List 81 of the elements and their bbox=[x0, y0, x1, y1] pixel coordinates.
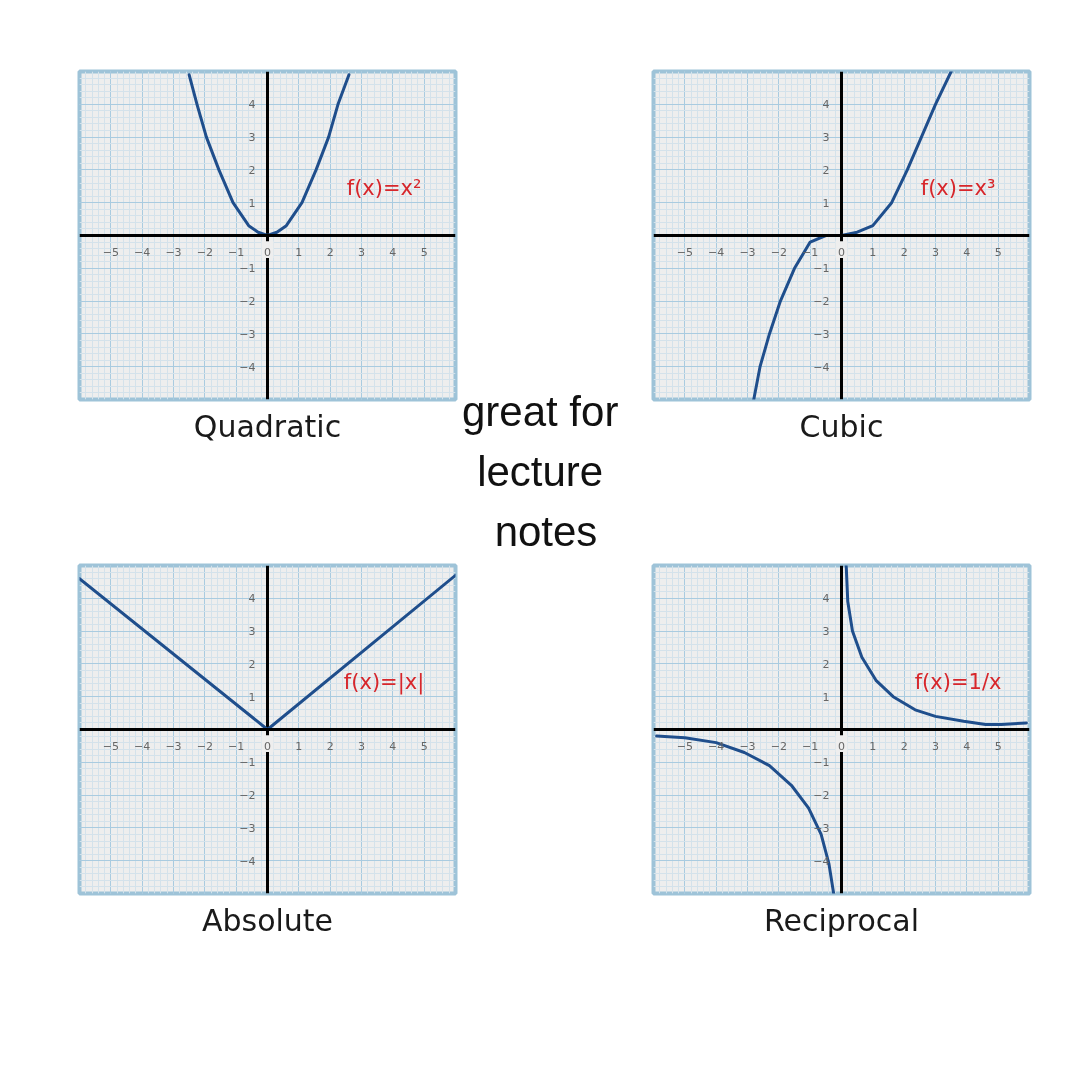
y-tick-label: 4 bbox=[248, 592, 256, 606]
y-tick-label: 3 bbox=[822, 625, 830, 639]
x-tick-label: 5 bbox=[994, 245, 1002, 259]
x-tick-label: 2 bbox=[326, 739, 334, 753]
y-tick-label: 1 bbox=[248, 690, 256, 704]
x-tick-label: 5 bbox=[994, 739, 1002, 753]
x-tick-label: −1 bbox=[228, 739, 245, 753]
y-tick-label: 2 bbox=[822, 657, 830, 671]
text: Cubic bbox=[799, 408, 884, 444]
x-tick-label: 0 bbox=[264, 739, 271, 753]
annotation: f(x)=|x| bbox=[343, 669, 425, 695]
x-tick-label: −3 bbox=[165, 739, 182, 753]
y-tick-label: −2 bbox=[813, 295, 830, 309]
text: Quadratic bbox=[193, 408, 342, 444]
x-tick-label: −2 bbox=[770, 739, 787, 753]
y-tick-label: 2 bbox=[822, 163, 830, 177]
y-tick-label: −1 bbox=[239, 756, 256, 770]
x-tick-label: −4 bbox=[708, 245, 725, 259]
x-tick-label: −3 bbox=[739, 245, 756, 259]
x-tick-label: −4 bbox=[134, 739, 151, 753]
x-tick-label: 4 bbox=[389, 739, 397, 753]
y-tick-label: −4 bbox=[813, 360, 830, 374]
y-tick-label: 2 bbox=[248, 163, 256, 177]
x-tick-label: 1 bbox=[295, 245, 303, 259]
x-tick-label: −2 bbox=[196, 245, 213, 259]
x-tick-label: 0 bbox=[838, 739, 845, 753]
y-tick-label: 1 bbox=[248, 196, 256, 210]
x-tick-label: 5 bbox=[420, 245, 428, 259]
x-tick-label: 3 bbox=[932, 245, 939, 259]
y-tick-label: −3 bbox=[239, 821, 256, 835]
y-tick-label: −2 bbox=[239, 789, 256, 803]
x-tick-label: −1 bbox=[228, 245, 245, 259]
y-tick-label: −2 bbox=[813, 789, 830, 803]
annotation: f(x)=x² bbox=[346, 175, 422, 200]
x-tick-label: 3 bbox=[358, 245, 365, 259]
y-tick-label: −4 bbox=[239, 854, 256, 868]
x-tick-label: 0 bbox=[838, 245, 845, 259]
text: Reciprocal bbox=[763, 902, 920, 938]
y-tick-label: 2 bbox=[248, 657, 256, 671]
y-tick-label: 1 bbox=[822, 690, 830, 704]
x-tick-label: −5 bbox=[676, 245, 693, 259]
x-tick-label: 2 bbox=[900, 739, 908, 753]
x-tick-label: −4 bbox=[134, 245, 151, 259]
y-tick-label: 4 bbox=[248, 98, 256, 112]
x-tick-label: 4 bbox=[963, 245, 971, 259]
y-tick-label: −2 bbox=[239, 295, 256, 309]
x-tick-label: −1 bbox=[802, 739, 819, 753]
annotation: f(x)=1/x bbox=[914, 669, 1002, 694]
x-tick-label: −5 bbox=[102, 245, 119, 259]
x-tick-label: 1 bbox=[869, 245, 877, 259]
x-tick-label: −2 bbox=[196, 739, 213, 753]
x-tick-label: 3 bbox=[358, 739, 365, 753]
y-tick-label: −4 bbox=[239, 360, 256, 374]
y-tick-label: 3 bbox=[248, 625, 256, 639]
y-tick-label: 4 bbox=[822, 592, 830, 606]
x-tick-label: 2 bbox=[900, 245, 908, 259]
x-tick-label: −3 bbox=[739, 739, 756, 753]
x-tick-label: −5 bbox=[676, 739, 693, 753]
y-tick-label: −1 bbox=[813, 756, 830, 770]
x-tick-label: 3 bbox=[932, 739, 939, 753]
x-tick-label: 2 bbox=[326, 245, 334, 259]
x-tick-label: 5 bbox=[420, 739, 428, 753]
x-tick-label: 1 bbox=[295, 739, 303, 753]
y-tick-label: 3 bbox=[248, 131, 256, 145]
x-tick-label: −5 bbox=[102, 739, 119, 753]
x-tick-label: 4 bbox=[963, 739, 971, 753]
y-tick-label: −3 bbox=[239, 327, 256, 341]
x-tick-label: −3 bbox=[165, 245, 182, 259]
y-tick-label: −3 bbox=[813, 327, 830, 341]
y-tick-label: 4 bbox=[822, 98, 830, 112]
text: great for lecture notes bbox=[461, 387, 619, 555]
x-tick-label: −2 bbox=[770, 245, 787, 259]
x-tick-label: 1 bbox=[869, 739, 877, 753]
y-tick-label: 3 bbox=[822, 131, 830, 145]
x-tick-label: 4 bbox=[389, 245, 397, 259]
annotation: f(x)=x³ bbox=[920, 175, 996, 200]
y-tick-label: −1 bbox=[813, 262, 830, 276]
x-tick-label: 0 bbox=[264, 245, 271, 259]
y-tick-label: −1 bbox=[239, 262, 256, 276]
text: Absolute bbox=[201, 902, 334, 938]
y-tick-label: 1 bbox=[822, 196, 830, 210]
